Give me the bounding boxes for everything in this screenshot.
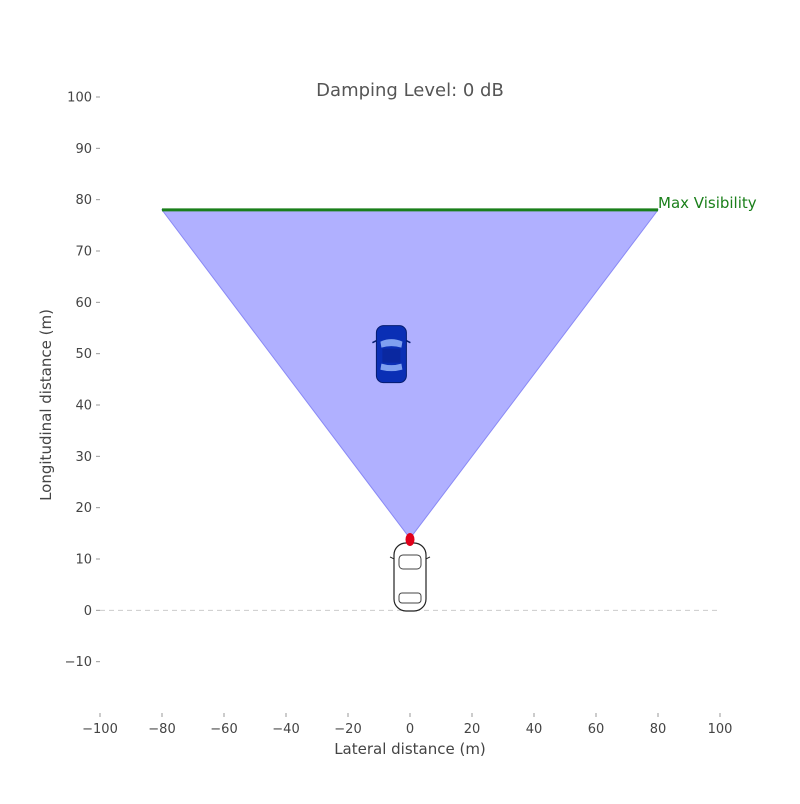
ego-car-windshield bbox=[398, 554, 422, 570]
y-tick-label: 10 bbox=[75, 553, 92, 568]
target-car-roof bbox=[382, 348, 401, 363]
y-tick-label: 80 bbox=[75, 193, 92, 208]
y-tick-label: 50 bbox=[75, 347, 92, 362]
plot-area: Max Visibility bbox=[100, 194, 757, 612]
x-tick-label: 0 bbox=[406, 722, 414, 737]
x-tick-label: 20 bbox=[464, 722, 481, 737]
ego-car-mirror-left bbox=[389, 556, 395, 560]
radar-sensor bbox=[405, 532, 415, 546]
x-tick-label: −20 bbox=[334, 722, 361, 737]
y-tick-label: 0 bbox=[84, 604, 92, 619]
y-tick-label: 70 bbox=[75, 245, 92, 260]
y-tick-label: 90 bbox=[75, 142, 92, 157]
y-axis-title: Longitudinal distance (m) bbox=[37, 309, 55, 501]
y-tick-label: 40 bbox=[75, 399, 92, 414]
visibility-cone bbox=[160, 209, 660, 540]
chart-title: Damping Level: 0 dB bbox=[316, 80, 504, 101]
target-car-rear-window bbox=[380, 363, 403, 372]
target-car-mirror-right bbox=[406, 339, 411, 344]
y-tick-label: −10 bbox=[65, 655, 92, 670]
y-tick-label: 60 bbox=[75, 296, 92, 311]
x-tick-label: −60 bbox=[210, 722, 237, 737]
ego-car-rear-window bbox=[398, 592, 422, 604]
x-tick-label: 60 bbox=[588, 722, 605, 737]
target-car-mirror-left bbox=[372, 339, 377, 344]
target-car-windshield bbox=[380, 339, 403, 348]
target-car-icon bbox=[372, 325, 411, 384]
x-axis-title: Lateral distance (m) bbox=[334, 740, 486, 758]
x-tick-label: 40 bbox=[526, 722, 543, 737]
x-tick-label: 80 bbox=[650, 722, 667, 737]
x-tick-label: −80 bbox=[148, 722, 175, 737]
y-tick-label: 30 bbox=[75, 450, 92, 465]
y-tick-label: 100 bbox=[67, 91, 92, 106]
ego-car-mirror-right bbox=[425, 556, 431, 560]
x-tick-label: −40 bbox=[272, 722, 299, 737]
x-tick-label: 100 bbox=[708, 722, 733, 737]
max-visibility-label: Max Visibility bbox=[658, 194, 757, 212]
ego-car-icon bbox=[389, 542, 431, 612]
x-tick-label: −100 bbox=[82, 722, 118, 737]
y-tick-label: 20 bbox=[75, 501, 92, 516]
